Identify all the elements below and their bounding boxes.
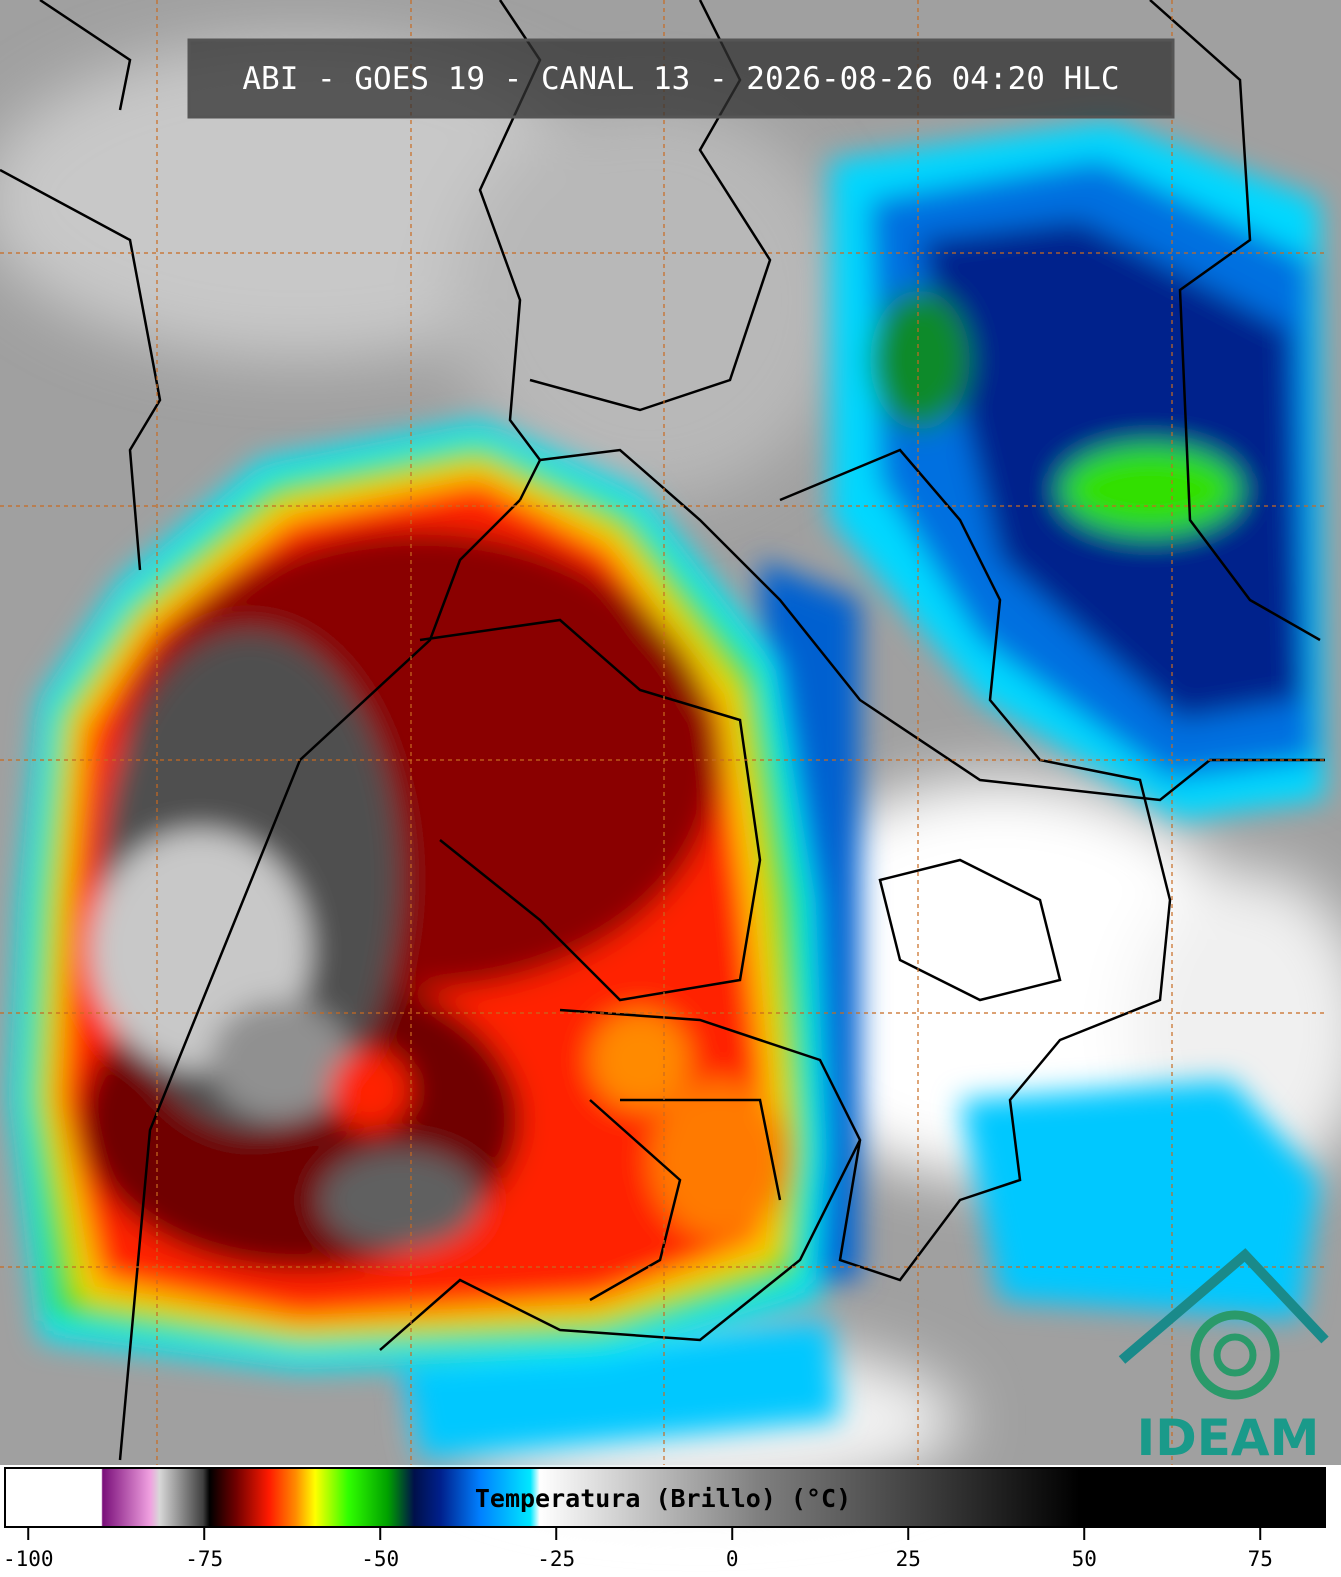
title-box bbox=[187, 38, 1175, 119]
colorbar-axis: -100 -75 -50 -25 0 25 50 75 bbox=[3, 1527, 1273, 1571]
colorbar bbox=[4, 1467, 1326, 1528]
tick-label: 0 bbox=[726, 1547, 739, 1571]
tick-label: -100 bbox=[3, 1547, 54, 1571]
logo bbox=[1118, 1248, 1329, 1400]
cloud-field bbox=[0, 40, 1341, 1500]
tick-label: 25 bbox=[896, 1547, 921, 1571]
colorbar-label: Temperatura (Brillo) (°C) bbox=[475, 1484, 851, 1513]
boundaries bbox=[0, 0, 1325, 1461]
storm-system bbox=[10, 420, 830, 1370]
logo-text: IDEAM bbox=[1137, 1409, 1320, 1467]
title: ABI - GOES 19 - CANAL 13 - 2026-08-26 04… bbox=[242, 61, 1119, 97]
tick-label: -25 bbox=[537, 1547, 575, 1571]
tick-label: 75 bbox=[1248, 1547, 1273, 1571]
tick-label: 50 bbox=[1072, 1547, 1097, 1571]
tick-label: -75 bbox=[185, 1547, 223, 1571]
graticule bbox=[0, 0, 1325, 1465]
tick-label: -50 bbox=[361, 1547, 399, 1571]
